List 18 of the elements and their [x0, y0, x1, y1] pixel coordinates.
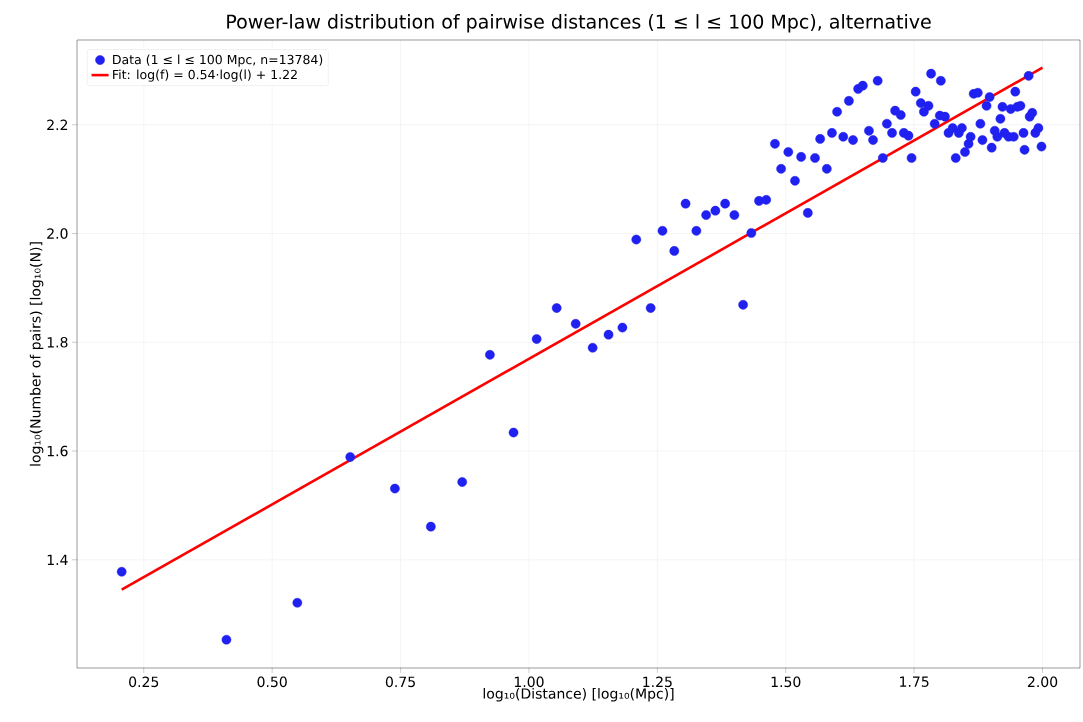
x-tick-label: 1.75: [900, 676, 929, 687]
x-tick-label: 1.25: [643, 676, 672, 688]
y-tick-label: 2.0: [47, 228, 68, 239]
x-tick-label: 0.25: [129, 676, 159, 688]
x-tick-label: 0.75: [385, 676, 415, 688]
x-tick-label: 1.00: [514, 676, 544, 688]
y-axis-title: log₁₀(Number of pairs) [log₁₀(N)]: [29, 242, 44, 466]
x-tick-label: 2.00: [1027, 676, 1058, 688]
y-tick-label: 1.4: [47, 554, 68, 565]
x-tick-label: 1.50: [771, 676, 801, 688]
y-tick-label: 2.2: [47, 119, 68, 131]
x-axis-title: log₁₀(Distance) [log₁₀(Mpc)]: [483, 687, 674, 702]
y-tick-label: 1.6: [47, 445, 68, 457]
chart-title: Power-law distribution of pairwise distances (1 ≤ l ≤ 100 Mpc), alternative: [227, 14, 931, 33]
x-tick-label: 0.50: [257, 676, 287, 688]
legend-label: Data (1 ≤ l ≤ 100 Mpc, n=13784): [113, 54, 323, 67]
legend-label: Fit: log(f) = 0.54·log(l) + 1.22: [113, 69, 297, 82]
y-tick-label: 1.8: [47, 337, 68, 348]
